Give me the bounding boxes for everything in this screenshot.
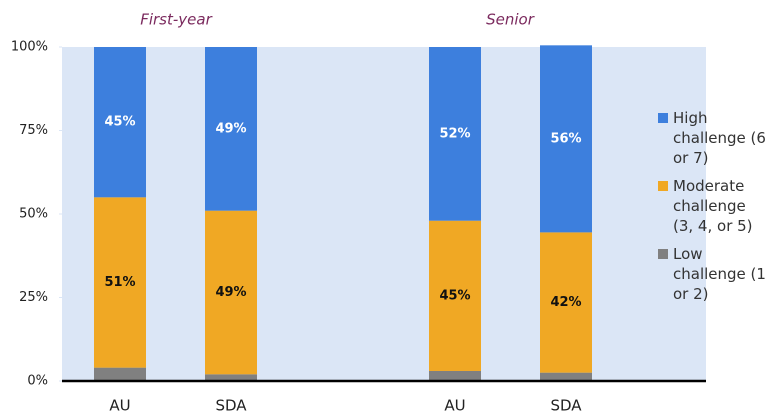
data-label: 49% bbox=[215, 121, 246, 136]
bar-segment bbox=[205, 47, 257, 211]
legend-item: Moderate challenge (3, 4, or 5) bbox=[658, 176, 768, 236]
y-tick-label: 25% bbox=[19, 290, 48, 305]
group-label: First-year bbox=[140, 11, 212, 29]
legend-swatch bbox=[658, 113, 668, 123]
bar-segment bbox=[94, 47, 146, 198]
x-tick-label: AU bbox=[109, 397, 130, 415]
bar-segment bbox=[94, 367, 146, 381]
data-label: 52% bbox=[439, 126, 470, 141]
legend-label: High challenge (6 or 7) bbox=[673, 109, 766, 167]
bar-segment bbox=[429, 47, 481, 221]
x-tick-label: SDA bbox=[550, 397, 582, 415]
bar-segment bbox=[429, 220, 481, 371]
legend-label: Moderate challenge (3, 4, or 5) bbox=[673, 177, 753, 235]
group-label: Senior bbox=[486, 11, 535, 29]
y-tick-label: 75% bbox=[19, 123, 48, 138]
y-tick-label: 100% bbox=[11, 40, 48, 55]
data-label: 49% bbox=[215, 285, 246, 300]
data-label: 56% bbox=[550, 131, 581, 146]
data-label: 51% bbox=[104, 275, 135, 290]
data-label: 42% bbox=[550, 295, 581, 310]
bar-segment bbox=[94, 197, 146, 368]
bar-segment bbox=[205, 374, 257, 381]
bar-segment bbox=[205, 210, 257, 375]
x-tick-label: SDA bbox=[215, 397, 247, 415]
data-label: 45% bbox=[104, 115, 135, 130]
legend-item: Low challenge (1 or 2) bbox=[658, 244, 768, 304]
y-tick-label: 50% bbox=[19, 207, 48, 222]
bar-segment bbox=[540, 372, 592, 381]
bar-segment bbox=[540, 45, 592, 233]
data-label: 45% bbox=[439, 288, 470, 303]
legend-swatch bbox=[658, 181, 668, 191]
plot-background bbox=[62, 47, 706, 381]
legend-swatch bbox=[658, 249, 668, 259]
legend: High challenge (6 or 7) Moderate challeng… bbox=[658, 108, 768, 312]
y-tick-label: 0% bbox=[27, 374, 48, 389]
bar-segment bbox=[429, 370, 481, 381]
bar-segment bbox=[540, 232, 592, 373]
legend-label: Low challenge (1 or 2) bbox=[673, 245, 766, 303]
x-tick-label: AU bbox=[444, 397, 465, 415]
legend-item: High challenge (6 or 7) bbox=[658, 108, 768, 168]
